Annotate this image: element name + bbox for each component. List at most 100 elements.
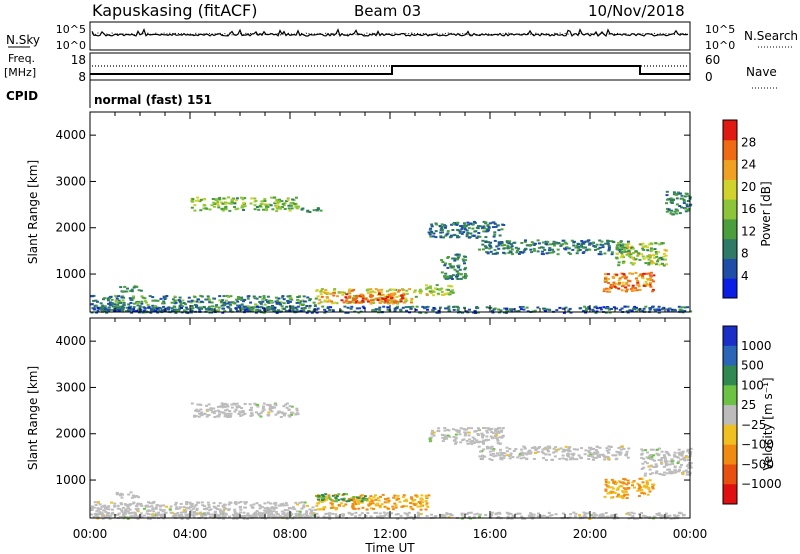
velocity-cell	[270, 407, 274, 410]
power-cell	[481, 226, 485, 229]
velocity-cell	[285, 515, 289, 518]
power-cell	[620, 254, 624, 257]
power-colorbar-tick: 20	[741, 180, 756, 194]
velocity-cell	[308, 508, 312, 511]
power-cell	[625, 283, 629, 286]
power-cell	[377, 289, 380, 292]
power-cell	[559, 244, 563, 247]
velocity-cell	[570, 453, 574, 456]
velocity-cell	[495, 437, 499, 440]
velocity-cell	[637, 484, 641, 487]
power-cell	[453, 259, 457, 262]
power-cell	[128, 307, 131, 309]
velocity-cell	[223, 512, 227, 515]
velocity-cell	[651, 465, 655, 468]
velocity-cell	[685, 473, 689, 476]
velocity-cell	[469, 440, 473, 443]
power-cell	[286, 302, 290, 304]
velocity-cell	[182, 508, 186, 511]
power-cell	[509, 308, 513, 311]
velocity-cell	[536, 515, 540, 518]
power-cell	[369, 288, 373, 291]
power-cell	[468, 308, 471, 311]
power-cell	[509, 246, 513, 249]
velocity-cell	[519, 457, 523, 460]
power-cell	[485, 306, 489, 309]
power-cell	[654, 263, 658, 266]
power-cell	[455, 275, 458, 278]
power-cell	[426, 308, 429, 311]
velocity-cell	[650, 472, 654, 475]
power-cell	[102, 307, 105, 310]
power-cell	[181, 299, 185, 302]
velocity-cell	[298, 512, 302, 515]
velocity-cell	[675, 470, 678, 473]
power-cell	[582, 246, 586, 249]
velocity-cell	[407, 511, 411, 514]
power-cell	[439, 228, 443, 231]
velocity-cell	[317, 495, 321, 498]
velocity-cell	[257, 414, 261, 417]
velocity-cell	[252, 503, 256, 506]
velocity-cell	[653, 459, 656, 462]
power-cell	[140, 295, 144, 298]
velocity-cell	[372, 496, 376, 499]
power-cell	[122, 301, 126, 304]
power-colorbar-tick: 28	[741, 135, 756, 149]
power-cell	[275, 210, 279, 213]
velocity-cell	[140, 515, 144, 518]
power-cell	[288, 209, 292, 212]
velocity-cell	[485, 435, 489, 438]
power-colorbar-segment	[723, 278, 737, 299]
velocity-cell	[619, 451, 623, 454]
velocity-cell	[670, 460, 674, 463]
velocity-cell	[647, 455, 651, 458]
velocity-cell	[490, 427, 494, 430]
power-cell	[123, 290, 127, 293]
power-cell	[271, 208, 275, 211]
power-cell	[190, 300, 194, 303]
power-cell	[131, 295, 135, 298]
power-cell	[460, 311, 464, 314]
power-cell	[558, 306, 562, 309]
power-cell	[236, 300, 240, 303]
power-cell	[628, 255, 631, 258]
velocity-cell	[256, 403, 260, 406]
velocity-cell	[666, 468, 670, 471]
power-cell	[401, 297, 405, 300]
power-cell	[235, 310, 239, 312]
power-cell	[581, 252, 585, 254]
power-cell	[177, 299, 181, 302]
velocity-cell	[357, 499, 361, 502]
velocity-cell	[606, 457, 610, 460]
power-cell	[354, 301, 358, 304]
power-cell	[405, 292, 409, 295]
power-cell	[229, 309, 233, 312]
velocity-cell	[221, 404, 225, 407]
power-cell	[273, 196, 277, 199]
power-cell	[390, 297, 393, 300]
power-cell	[615, 244, 619, 247]
power-cell	[113, 303, 117, 306]
power-cell	[211, 305, 215, 308]
power-cell	[165, 295, 169, 297]
power-cell	[237, 298, 241, 300]
power-cell	[435, 223, 439, 226]
velocity-cell	[499, 457, 503, 460]
power-cell	[277, 309, 281, 312]
noise-left-tick-top: 10^5	[56, 23, 86, 36]
power-cell	[686, 306, 690, 309]
power-cell	[502, 247, 506, 250]
velocity-cell	[252, 514, 256, 517]
power-cell	[587, 307, 591, 310]
power-cell	[673, 309, 677, 312]
velocity-cell	[274, 504, 278, 507]
velocity-cell	[652, 483, 656, 486]
velocity-cell	[472, 442, 476, 444]
power-cell	[617, 264, 621, 267]
power-cell	[575, 252, 579, 255]
power-cell	[440, 290, 444, 293]
velocity-cell	[193, 505, 197, 508]
velocity-cell	[147, 505, 151, 508]
power-cell	[440, 287, 444, 290]
